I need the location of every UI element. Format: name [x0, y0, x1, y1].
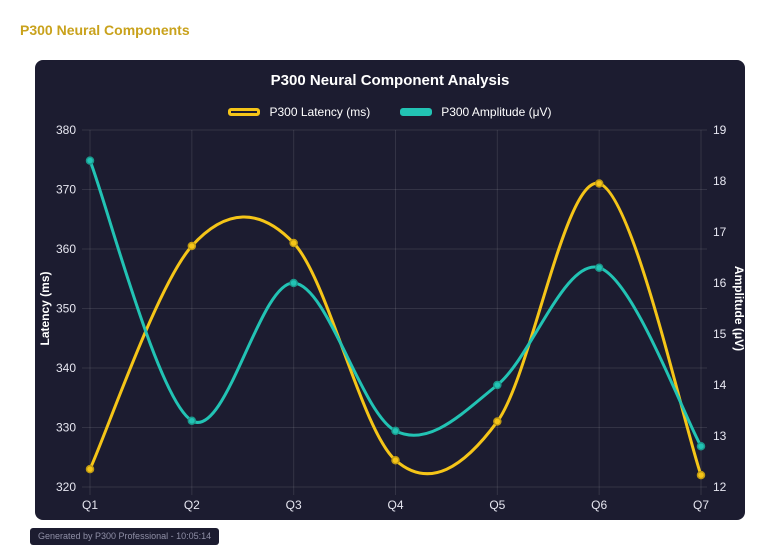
legend-swatch-latency	[228, 108, 261, 116]
y-axis-label-right: Amplitude (μV)	[732, 266, 745, 351]
x-tick: Q6	[591, 498, 607, 512]
legend-label-latency: P300 Latency (ms)	[269, 105, 371, 119]
y-tick-right: 12	[713, 480, 727, 494]
y-tick-right: 17	[713, 225, 727, 239]
legend-item-latency[interactable]: P300 Latency (ms)	[228, 105, 370, 119]
y-tick-right: 13	[713, 429, 727, 443]
data-point[interactable]	[289, 278, 298, 288]
x-tick: Q1	[82, 498, 98, 512]
data-point[interactable]	[391, 455, 400, 465]
chart-canvas[interactable]: 320 330 340 350 360 370 380 12 13 14 15 16 17 18 19 Q1 Q…	[35, 60, 745, 520]
y-tick-left: 360	[56, 242, 76, 256]
y-tick-left: 350	[56, 302, 76, 316]
x-tick: Q4	[387, 498, 403, 512]
x-tick: Q7	[693, 498, 709, 512]
generator-badge: Generated by P300 Professional - 10:05:1…	[30, 528, 220, 545]
y-tick-left: 380	[56, 123, 76, 137]
data-point[interactable]	[289, 238, 298, 248]
data-point[interactable]	[187, 416, 197, 425]
x-tick: Q5	[489, 498, 505, 512]
data-point[interactable]	[187, 241, 197, 251]
y-tick-right: 18	[713, 174, 727, 188]
y-axis-label-left: Latency (ms)	[38, 271, 52, 345]
data-point[interactable]	[391, 426, 400, 436]
data-point[interactable]	[85, 156, 95, 165]
chart-legend: P300 Latency (ms) P300 Amplitude (μV)	[35, 105, 745, 119]
chart-title: P300 Neural Component Analysis	[270, 72, 510, 89]
y-tick-right: 19	[713, 123, 727, 137]
data-point[interactable]	[696, 470, 706, 480]
y-tick-left: 330	[56, 421, 76, 435]
page-title: P300 Neural Components	[20, 22, 190, 38]
x-tick: Q3	[286, 498, 302, 512]
data-point[interactable]	[85, 464, 95, 474]
data-point[interactable]	[493, 380, 502, 390]
y-tick-left: 370	[56, 183, 76, 197]
legend-label-amplitude: P300 Amplitude (μV)	[441, 105, 552, 119]
y-tick-left: 340	[56, 361, 76, 375]
y-tick-right: 15	[713, 327, 727, 341]
data-point[interactable]	[594, 179, 604, 188]
chart-panel: P300 Neural Component Analysis P300 Late…	[35, 60, 745, 520]
y-tick-right: 16	[713, 276, 727, 290]
data-point[interactable]	[594, 263, 604, 272]
data-point[interactable]	[696, 441, 706, 451]
legend-swatch-amplitude	[400, 108, 433, 116]
x-tick: Q2	[184, 498, 200, 512]
y-tick-left: 320	[56, 480, 76, 494]
y-tick-right: 14	[713, 378, 727, 392]
data-point[interactable]	[493, 417, 502, 426]
legend-item-amplitude[interactable]: P300 Amplitude (μV)	[400, 105, 552, 119]
